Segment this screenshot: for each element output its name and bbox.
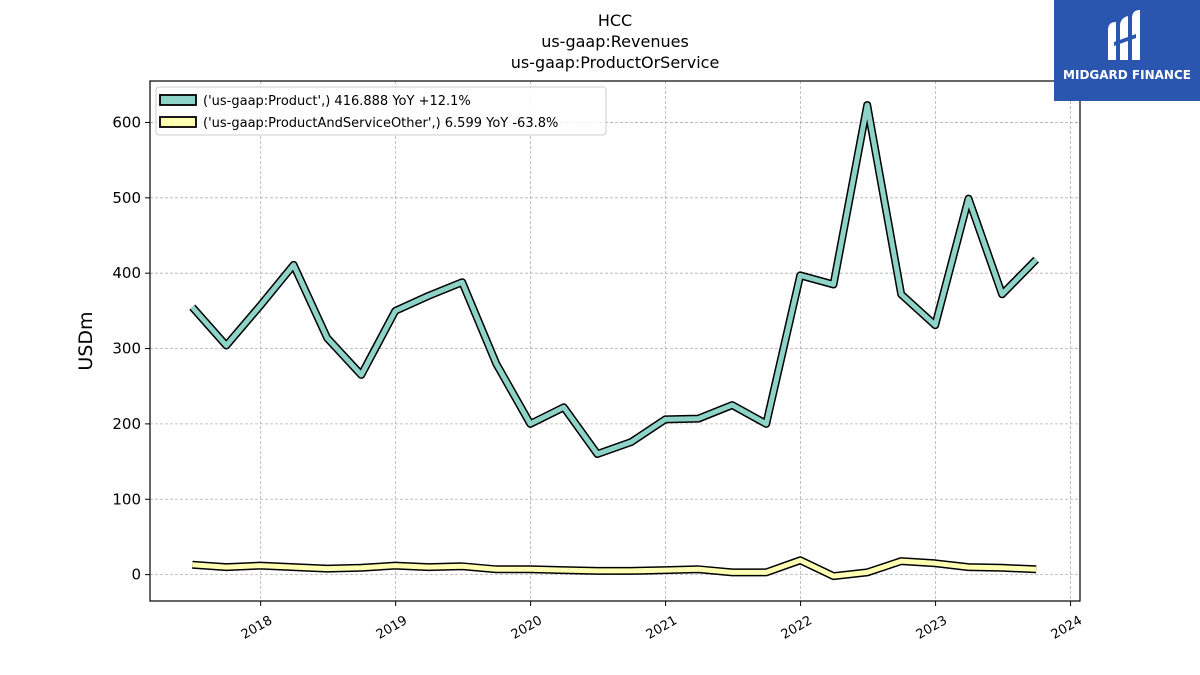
x-axis: 2018 2019 2020 2021 2022 2023 2024 xyxy=(239,601,1085,643)
y-axis-label: USDm xyxy=(75,311,97,370)
legend-swatch-0 xyxy=(159,94,197,106)
x-tick-label: 2023 xyxy=(914,613,950,643)
x-tick-label: 2024 xyxy=(1049,613,1085,643)
midgard-logo-icon xyxy=(1108,10,1140,60)
y-tick-label: 200 xyxy=(112,415,141,433)
chart-title-line-3: us-gaap:ProductOrService xyxy=(511,53,720,72)
y-tick-label: 600 xyxy=(112,113,141,131)
grid xyxy=(150,81,1080,601)
series-1-line xyxy=(192,557,1037,579)
chart-title-line-1: HCC xyxy=(598,11,632,30)
series-0-line xyxy=(190,102,1038,457)
legend: ('us-gaap:Product',) 416.888 YoY +12.1% (… xyxy=(155,86,607,136)
chart-title: HCC us-gaap:Revenues us-gaap:ProductOrSe… xyxy=(511,11,720,72)
x-tick-label: 2018 xyxy=(239,613,275,643)
legend-label-1: ('us-gaap:ProductAndServiceOther',) 6.59… xyxy=(203,116,558,131)
series-group xyxy=(189,101,1040,581)
x-tick-label: 2019 xyxy=(374,613,410,643)
x-tick-label: 2021 xyxy=(644,613,680,643)
y-tick-label: 300 xyxy=(112,340,141,358)
x-tick-label: 2022 xyxy=(779,613,815,643)
legend-label-0: ('us-gaap:Product',) 416.888 YoY +12.1% xyxy=(203,94,471,109)
y-axis: 0 100 200 300 400 500 600 xyxy=(112,113,150,584)
legend-swatch-1 xyxy=(159,116,197,128)
plot-frame xyxy=(149,80,1081,602)
y-tick-label: 500 xyxy=(112,189,141,207)
series-0-outline xyxy=(189,101,1040,458)
y-tick-label: 100 xyxy=(112,490,141,508)
legend-box xyxy=(155,86,607,136)
brand-name: MIDGARD FINANCE xyxy=(1063,68,1191,82)
y-tick-label: 0 xyxy=(131,566,141,584)
x-tick-label: 2020 xyxy=(509,613,545,643)
y-tick-label: 400 xyxy=(112,264,141,282)
chart-title-line-2: us-gaap:Revenues xyxy=(541,32,689,51)
brand-logo: MIDGARD FINANCE xyxy=(1054,0,1200,101)
